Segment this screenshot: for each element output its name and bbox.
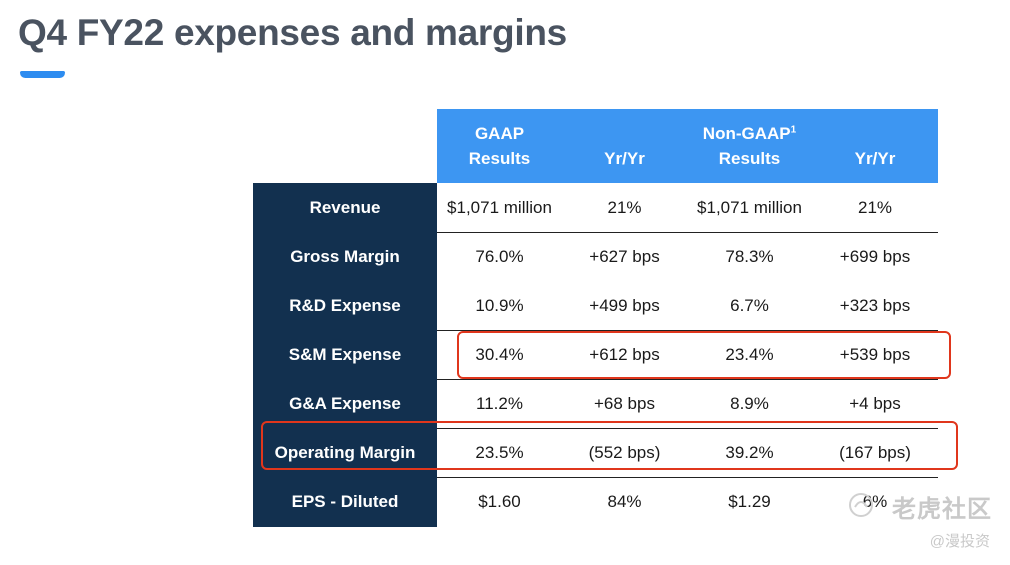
cell-nongaap-yoy: (167 bps) — [839, 442, 911, 462]
header-nongaap-line1: Non-GAAP1 — [703, 121, 796, 146]
table-row: Revenue $1,071 million 21% $1,071 millio… — [253, 183, 938, 232]
header-gaap-results: GAAP Results — [437, 109, 562, 183]
cell-nongaap-yoy: +539 bps — [839, 344, 911, 364]
cell-gaap-yoy: +627 bps — [589, 246, 660, 266]
cell-gaap: $1,071 million — [447, 197, 552, 217]
cell-gaap: 76.0% — [475, 246, 524, 266]
row-divider — [437, 330, 938, 331]
cell-nongaap: 78.3% — [725, 246, 774, 266]
table-row: S&M Expense 30.4% +612 bps 23.4% +539 bp… — [253, 330, 938, 379]
header-gaap-line2: Results — [468, 149, 531, 168]
row-label: S&M Expense — [288, 344, 402, 364]
table-row: R&D Expense 10.9% +499 bps 6.7% +323 bps — [253, 281, 938, 330]
highlight-box-sm-expense — [457, 331, 951, 379]
table-row: Gross Margin 76.0% +627 bps 78.3% +699 b… — [253, 232, 938, 281]
cell-gaap-yoy: +68 bps — [594, 393, 655, 413]
cell-gaap: 10.9% — [475, 295, 524, 315]
row-divider — [437, 428, 938, 429]
header-nongaap-results: Non-GAAP1 Results — [687, 109, 812, 183]
cell-nongaap: 8.9% — [730, 393, 769, 413]
watermark-main: 老虎社区 — [892, 496, 992, 523]
cell-nongaap-yoy: +699 bps — [839, 246, 911, 266]
cell-nongaap: 23.4% — [725, 344, 774, 364]
cell-nongaap-yoy: +323 bps — [839, 295, 911, 315]
cell-gaap: 23.5% — [475, 442, 524, 462]
cell-nongaap: $1,071 million — [697, 197, 802, 217]
highlight-box-operating-margin — [261, 421, 958, 470]
cell-gaap-yoy: 84% — [607, 491, 642, 511]
row-divider — [437, 379, 938, 380]
header-gaap-yoy: Yr/Yr — [562, 109, 687, 183]
row-label: R&D Expense — [289, 295, 401, 315]
tiger-logo-icon — [849, 493, 873, 517]
header-nongaap-yoy-text: Yr/Yr — [854, 149, 896, 168]
header-nongaap-line2: Results — [718, 149, 781, 168]
header-gaap-line1: GAAP — [474, 124, 525, 143]
cell-nongaap: 6.7% — [730, 295, 769, 315]
header-nongaap-line1-text: Non-GAAP — [702, 124, 791, 143]
cell-gaap: $1.60 — [478, 491, 521, 511]
table-row: Operating Margin 23.5% (552 bps) 39.2% (… — [253, 428, 938, 477]
cell-gaap-yoy: (552 bps) — [588, 442, 661, 462]
table-row: EPS - Diluted $1.60 84% $1.29 6% — [253, 477, 938, 526]
row-divider — [437, 232, 938, 233]
row-label: G&A Expense — [289, 393, 401, 413]
row-label: EPS - Diluted — [291, 491, 399, 511]
cell-nongaap: 39.2% — [725, 442, 774, 462]
title-underline — [20, 71, 65, 78]
row-label: Revenue — [309, 197, 381, 217]
header-nongaap-yoy: Yr/Yr — [812, 109, 938, 183]
cell-gaap-yoy: +499 bps — [589, 295, 660, 315]
table-row: G&A Expense 11.2% +68 bps 8.9% +4 bps — [253, 379, 938, 428]
watermark-sub: @漫投资 — [929, 533, 990, 550]
cell-nongaap: $1.29 — [728, 491, 771, 511]
cell-gaap: 30.4% — [475, 344, 524, 364]
footnote-marker: 1 — [790, 124, 797, 136]
cell-gaap-yoy: 21% — [607, 197, 642, 217]
cell-gaap: 11.2% — [476, 393, 523, 413]
row-label: Operating Margin — [274, 442, 416, 462]
cell-nongaap-yoy: 21% — [857, 197, 893, 217]
header-gaap-yoy-text: Yr/Yr — [604, 149, 645, 168]
row-label: Gross Margin — [290, 246, 400, 266]
cell-nongaap-yoy: +4 bps — [849, 393, 901, 413]
row-divider — [437, 477, 938, 478]
page-title: Q4 FY22 expenses and margins — [18, 12, 567, 53]
cell-gaap-yoy: +612 bps — [589, 344, 660, 364]
table-header-band — [437, 109, 938, 183]
